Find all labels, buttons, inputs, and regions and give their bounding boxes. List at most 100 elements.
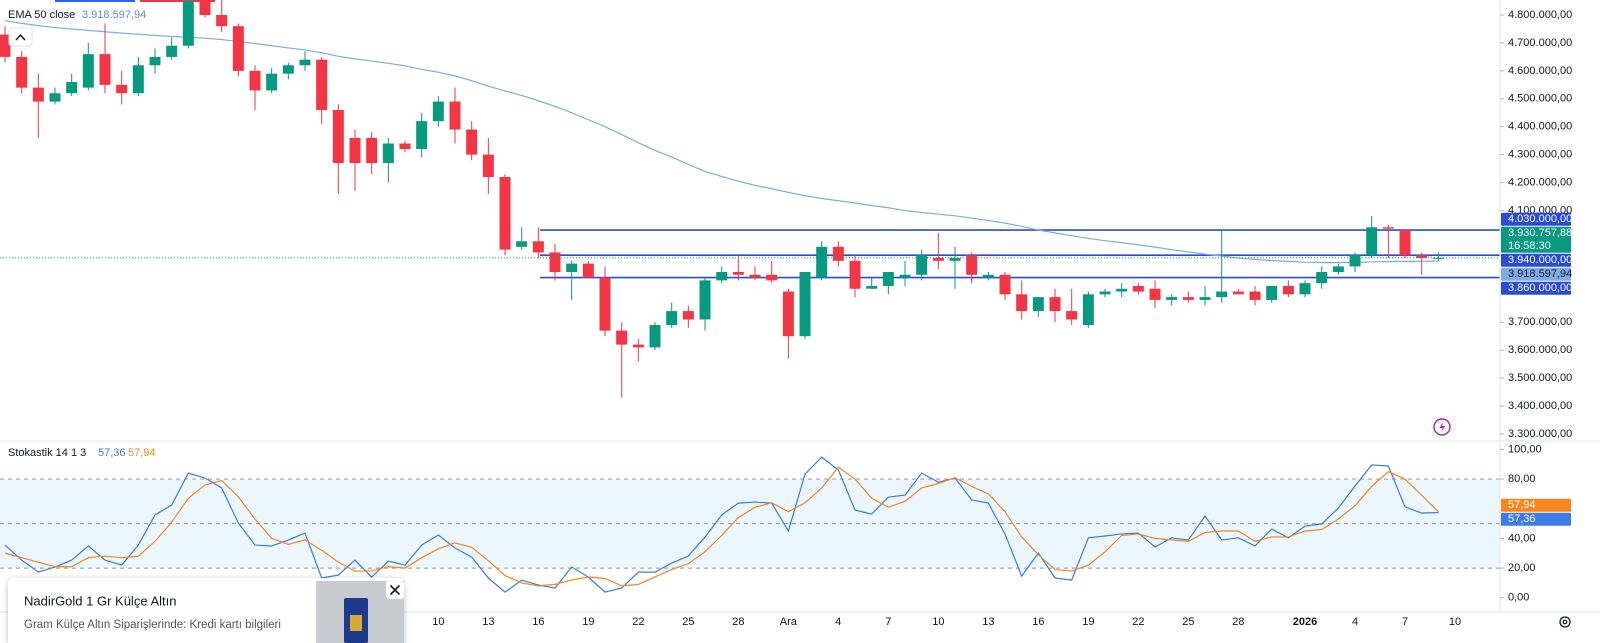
candle-body — [1182, 297, 1194, 300]
candle-body — [232, 26, 244, 71]
candle-body — [532, 241, 544, 253]
alert-icon[interactable] — [1433, 418, 1451, 436]
candle-body — [682, 311, 694, 320]
candle-body — [816, 246, 828, 278]
candle-body — [666, 311, 678, 326]
price-legend: EMA 50 close 3.918.597,94 — [8, 9, 146, 47]
legend-stoch-title: Stokastik 14 1 3 — [8, 447, 86, 459]
candle-body — [266, 73, 278, 91]
candle-body — [66, 82, 78, 94]
stoch-legend: Stokastik 14 1 3 57,36 57,94 — [8, 447, 156, 459]
x-tick-label: 2026 — [1293, 616, 1317, 628]
x-tick-label: 7 — [885, 616, 891, 628]
y-tick-label: 4.700.000,00 — [1508, 37, 1572, 49]
x-tick-label: 16 — [1032, 616, 1044, 628]
alert-bolt — [1439, 421, 1445, 433]
x-tick-label: 13 — [982, 616, 994, 628]
candle-body — [1132, 285, 1144, 292]
price-marker — [1501, 212, 1571, 226]
collapse-button[interactable] — [8, 27, 33, 47]
price-marker — [1501, 226, 1571, 253]
y-tick-label: 20,00 — [1508, 562, 1536, 574]
ad-text[interactable]: Gram Külçe Altın Siparişlerinde: Kredi k… — [24, 619, 281, 631]
y-tick-label: 4.200.000,00 — [1508, 177, 1572, 189]
settings-gear[interactable] — [1559, 616, 1571, 628]
price-marker-label: 4.030.000,00 — [1508, 213, 1572, 225]
candle-body — [416, 121, 428, 150]
y-tick-label: 4.400.000,00 — [1508, 121, 1572, 133]
settings[interactable] — [1559, 616, 1571, 628]
tab[interactable] — [55, 0, 135, 2]
candle-body — [1049, 297, 1061, 312]
settings-gear-center — [1562, 619, 1568, 625]
price-marker — [1501, 498, 1571, 512]
candle-body — [1116, 288, 1128, 292]
y-tick-label: 4.500.000,00 — [1508, 93, 1572, 105]
y-tick-label: 3.500.000,00 — [1508, 372, 1572, 384]
candle-body — [716, 271, 728, 281]
candle-body — [766, 274, 778, 281]
x-tick-label: 28 — [732, 616, 744, 628]
ad-popup: NadirGold 1 Gr Külçe Altın Gram Külçe Al… — [8, 578, 404, 643]
candle-body — [299, 59, 311, 66]
x-tick-label: 7 — [1402, 616, 1408, 628]
ad-title[interactable]: NadirGold 1 Gr Külçe Altın — [24, 593, 176, 608]
y-tick-label: 40,00 — [1508, 532, 1536, 544]
ad-box[interactable] — [8, 578, 404, 643]
price-marker — [1501, 512, 1571, 526]
candle-body — [216, 15, 228, 27]
candle-body — [1099, 291, 1111, 295]
candle-body — [399, 143, 411, 150]
candle-body — [1016, 294, 1028, 312]
candle-body — [616, 330, 628, 345]
tab[interactable] — [140, 0, 215, 2]
legend-k-value: 57,36 — [98, 447, 126, 459]
candle-body — [482, 154, 494, 178]
stoch-line — [4, 456, 1439, 593]
x-tick-label: 10 — [1449, 616, 1461, 628]
candle-body — [1282, 285, 1294, 295]
legend-d-value: 57,94 — [128, 447, 156, 459]
y-tick-label: 3.700.000,00 — [1508, 316, 1572, 328]
price-marker-label: 57,36 — [1508, 513, 1536, 525]
candle-body — [1266, 285, 1278, 300]
candle-body — [99, 54, 111, 85]
candle-body — [499, 177, 511, 250]
axes: 3.300.000,00 3.400.000,00 3.500.000,00 3.60… — [432, 9, 1572, 628]
y-tick-label: 80,00 — [1508, 473, 1536, 485]
candle-body — [749, 274, 761, 278]
price-marker — [1501, 253, 1571, 267]
y-tick-label: 0,00 — [1508, 592, 1529, 604]
y-tick-label: 3.600.000,00 — [1508, 344, 1572, 356]
candle-body — [832, 246, 844, 261]
ad-close-icon — [389, 584, 401, 596]
candle-body — [1066, 311, 1078, 320]
candle-body — [649, 325, 661, 348]
candle-body — [1416, 255, 1428, 259]
candle-body — [282, 65, 294, 74]
x-tick-label: 16 — [532, 616, 544, 628]
candle-body — [1332, 266, 1344, 272]
y-tick-label: 4.800.000,00 — [1508, 9, 1572, 21]
candle-body — [599, 277, 611, 331]
price-marker-label: 3.930.757,88 — [1508, 227, 1572, 239]
candle-body — [1382, 227, 1394, 229]
candle-body — [549, 252, 561, 272]
stoch-line — [4, 466, 1439, 587]
candle-body — [1432, 257, 1444, 259]
y-tick-label: 3.300.000,00 — [1508, 428, 1572, 440]
candle-body — [916, 255, 928, 275]
candle-body — [966, 255, 978, 275]
candle-body — [1032, 297, 1044, 312]
x-tick-label: 4 — [835, 616, 841, 628]
legend-ema-name: EMA 50 close — [8, 9, 75, 21]
candle-body — [949, 258, 961, 261]
candle-body — [166, 45, 178, 57]
candle-body — [16, 56, 28, 88]
y-tick-label: 100,00 — [1508, 443, 1542, 455]
x-tick-label: 25 — [682, 616, 694, 628]
candle-body — [449, 101, 461, 130]
price-marker — [1501, 281, 1571, 295]
x-tick-label: 4 — [1352, 616, 1358, 628]
candle-body — [782, 291, 794, 337]
